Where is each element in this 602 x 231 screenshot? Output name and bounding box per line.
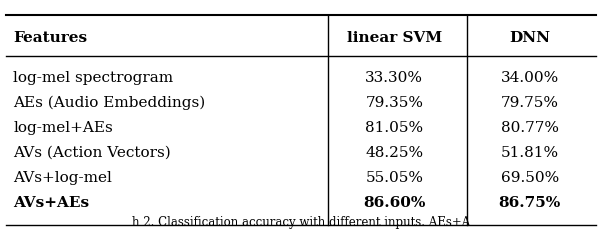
Text: 33.30%: 33.30% bbox=[365, 70, 423, 84]
Text: 69.50%: 69.50% bbox=[501, 170, 559, 184]
Text: AEs (Audio Embeddings): AEs (Audio Embeddings) bbox=[13, 95, 205, 109]
Text: 55.05%: 55.05% bbox=[365, 170, 423, 184]
Text: 34.00%: 34.00% bbox=[501, 70, 559, 84]
Text: 51.81%: 51.81% bbox=[501, 145, 559, 159]
Text: AVs+AEs: AVs+AEs bbox=[13, 195, 89, 209]
Text: 86.75%: 86.75% bbox=[498, 195, 561, 209]
Text: Features: Features bbox=[13, 31, 87, 45]
Text: linear SVM: linear SVM bbox=[347, 31, 442, 45]
Text: AVs+log-mel: AVs+log-mel bbox=[13, 170, 112, 184]
Text: 86.60%: 86.60% bbox=[363, 195, 426, 209]
Text: log-mel spectrogram: log-mel spectrogram bbox=[13, 70, 173, 84]
Text: h 2. Classification accuracy with different inputs. AEs+A: h 2. Classification accuracy with differ… bbox=[132, 215, 470, 228]
Text: 81.05%: 81.05% bbox=[365, 120, 423, 134]
Text: 79.35%: 79.35% bbox=[365, 95, 423, 109]
Text: 48.25%: 48.25% bbox=[365, 145, 423, 159]
Text: AVs (Action Vectors): AVs (Action Vectors) bbox=[13, 145, 171, 159]
Text: 79.75%: 79.75% bbox=[501, 95, 559, 109]
Text: DNN: DNN bbox=[509, 31, 550, 45]
Text: log-mel+AEs: log-mel+AEs bbox=[13, 120, 113, 134]
Text: 80.77%: 80.77% bbox=[501, 120, 559, 134]
